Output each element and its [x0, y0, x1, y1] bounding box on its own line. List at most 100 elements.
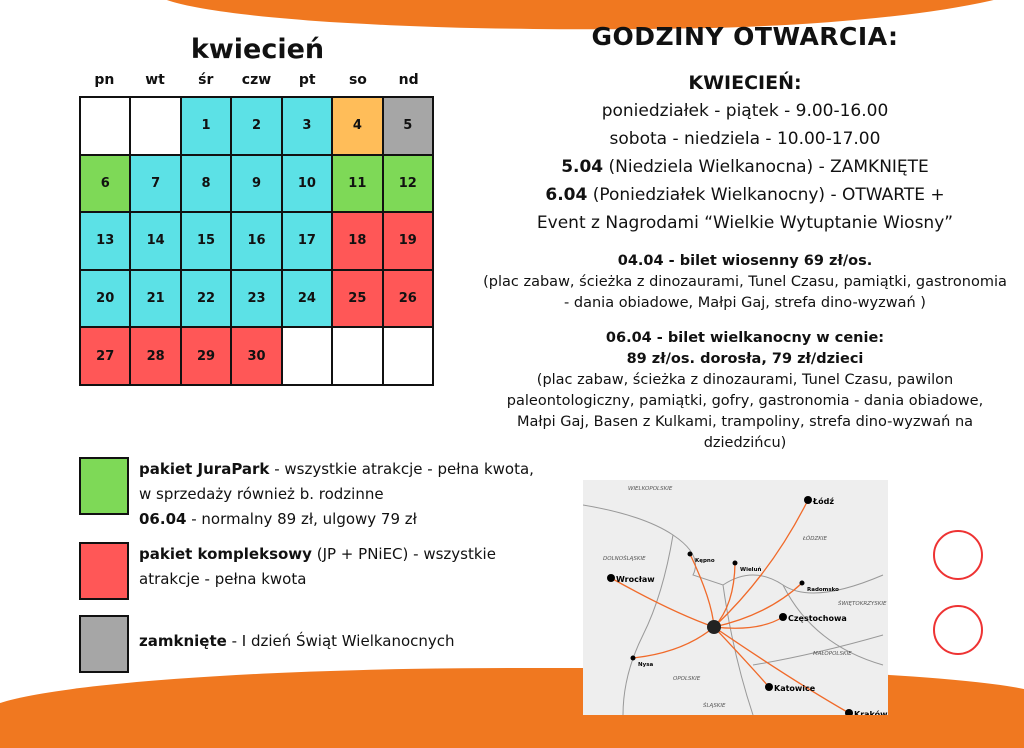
calendar-day: 29 [180, 327, 232, 385]
hours-section: GODZINY OTWARCIA: KWIECIEŃ: poniedziałek… [480, 22, 1010, 454]
hours-title: GODZINY OTWARCIA: [591, 22, 899, 51]
easter-monday-info: (Poniedziałek Wielkanocny) - OTWARTE + [587, 185, 945, 205]
calendar-day: 19 [382, 212, 433, 270]
route-arrow [610, 577, 715, 628]
calendar-day: 27 [80, 327, 131, 385]
ticket-desc: (plac zabaw, ścieżka z dinozaurami, Tune… [506, 372, 984, 451]
calendar-day: 1 [180, 97, 232, 155]
calendar-day: 15 [180, 212, 232, 270]
city-label: Wieluń [740, 566, 761, 573]
map-background [583, 480, 888, 715]
weekday-hours: poniedziałek - piątek - 9.00-16.00 [601, 101, 889, 121]
legend-jurapark: pakiet JuraPark - wszystkie atrakcje - p… [79, 457, 539, 532]
easter-sunday-date: 5.04 [561, 157, 604, 177]
easter-sunday-info: (Niedziela Wielkanocna) - ZAMKNIĘTE [603, 157, 929, 177]
route-arrow [713, 499, 809, 628]
city-label: Częstochowa [788, 614, 847, 623]
weekday-label: nd [398, 72, 419, 88]
route-arrow [713, 616, 784, 629]
calendar-title: kwiecień [190, 34, 325, 65]
ticket-price: 89 zł/os. dorosła, 79 zł/dzieci [626, 351, 864, 367]
city-marker [779, 613, 787, 621]
calendar-day [130, 97, 181, 155]
legend-date: 06.04 [139, 510, 187, 528]
city-label: Łódź [812, 496, 834, 506]
weekday-label: czw [241, 72, 272, 88]
calendar-day: 9 [231, 154, 282, 213]
city-marker [765, 683, 773, 691]
red-scribble-circle [933, 530, 983, 580]
calendar-day: 16 [231, 212, 282, 270]
red-scribble-circle [933, 605, 983, 655]
weekday-label: pn [94, 72, 115, 88]
route-arrow [713, 582, 803, 628]
ticket-head: 04.04 - bilet wiosenny 69 zł/os. [617, 253, 873, 269]
route-arrow [713, 626, 770, 688]
calendar-day [382, 327, 433, 385]
city-label: Kępno [695, 558, 715, 564]
route-arrow [713, 626, 850, 714]
calendar-day: 20 [80, 269, 131, 328]
legend-label: pakiet kompleksowy [139, 545, 312, 563]
legend-swatch-gray [79, 615, 129, 673]
city-label: Kraków [854, 709, 888, 715]
calendar-day: 6 [80, 154, 131, 213]
city-label: Katowice [774, 684, 816, 693]
city-marker [687, 551, 693, 557]
weekend-hours: sobota - niedziela - 10.00-17.00 [609, 129, 881, 149]
legend-swatch-green [79, 457, 129, 515]
calendar-day: 18 [332, 212, 383, 270]
calendar-day: 24 [281, 269, 333, 328]
legend-text: (JP + PNiEC) - wszystkie atrakcje - pełn… [139, 545, 496, 588]
calendar-day [80, 97, 131, 155]
calendar-day: 26 [382, 269, 433, 328]
map-region-label: ŚLĄSKIE [703, 702, 726, 709]
ticket-spring: 04.04 - bilet wiosenny 69 zł/os. (plac z… [480, 251, 1010, 314]
ticket-desc: (plac zabaw, ścieżka z dinozaurami, Tune… [483, 274, 1007, 311]
legend-swatch-red [79, 542, 129, 600]
legend-text: - wszystkie atrakcje - pełna kwota, w sp… [139, 460, 534, 503]
calendar-day: 11 [332, 154, 383, 213]
calendar-day: 5 [382, 97, 433, 155]
calendar-day [332, 327, 383, 385]
city-marker [630, 655, 636, 661]
city-label: Wrocław [616, 575, 655, 584]
calendar-grid: 1 2 3 4 5 6 7 8 9 10 11 12 13 14 15 16 17 18 19 20 21 22 23 24 2… [79, 96, 434, 386]
weekday-header: pn wt śr czw pt so nd [79, 72, 434, 88]
map-region-label: MAŁOPOLSKIE [813, 651, 852, 657]
calendar-day: 10 [281, 154, 333, 213]
legend-text: - I dzień Świąt Wielkanocnych [226, 632, 455, 650]
calendar-day: 14 [130, 212, 181, 270]
map-region-label: ŁÓDZKIE [802, 535, 827, 542]
city-marker [607, 574, 615, 582]
legend-label: zamknięte [139, 632, 227, 650]
city-label: Nysa [638, 662, 653, 668]
weekday-label: so [348, 72, 367, 88]
ticket-easter: 06.04 - bilet wielkanocny w cenie: 89 zł… [480, 328, 1010, 454]
calendar-day: 4 [332, 97, 383, 155]
calendar-day: 21 [130, 269, 181, 328]
city-label: Radomsko [807, 587, 839, 593]
month-heading: KWIECIEŃ: [688, 72, 802, 94]
map-region-label: ŚWIĘTOKRZYSKIE [838, 600, 887, 607]
map-region-label: WIELKOPOLSKIE [628, 486, 673, 492]
city-marker [799, 580, 805, 586]
weekday-label: pt [298, 72, 316, 88]
calendar-day [281, 327, 333, 385]
legend-label: pakiet JuraPark [139, 460, 270, 478]
location-map: WIELKOPOLSKIE DOLNOŚLĄSKIE ŁÓDZKIE OPOLSKIE… [583, 480, 888, 715]
calendar-day: 30 [231, 327, 282, 385]
map-region-label: DOLNOŚLĄSKIE [603, 555, 646, 562]
legend-closed: zamknięte - I dzień Świąt Wielkanocnych [79, 615, 539, 673]
event-info: Event z Nagrodami “Wielkie Wytuptanie Wi… [536, 213, 954, 233]
calendar-day: 2 [231, 97, 282, 155]
map-region-label: OPOLSKIE [673, 676, 701, 682]
calendar-day: 3 [281, 97, 333, 155]
jurapark-logo [707, 620, 721, 634]
easter-monday-date: 6.04 [545, 185, 588, 205]
city-marker [732, 560, 738, 566]
calendar-day: 12 [382, 154, 433, 213]
calendar-day: 17 [281, 212, 333, 270]
calendar-day: 25 [332, 269, 383, 328]
city-marker [804, 496, 812, 504]
